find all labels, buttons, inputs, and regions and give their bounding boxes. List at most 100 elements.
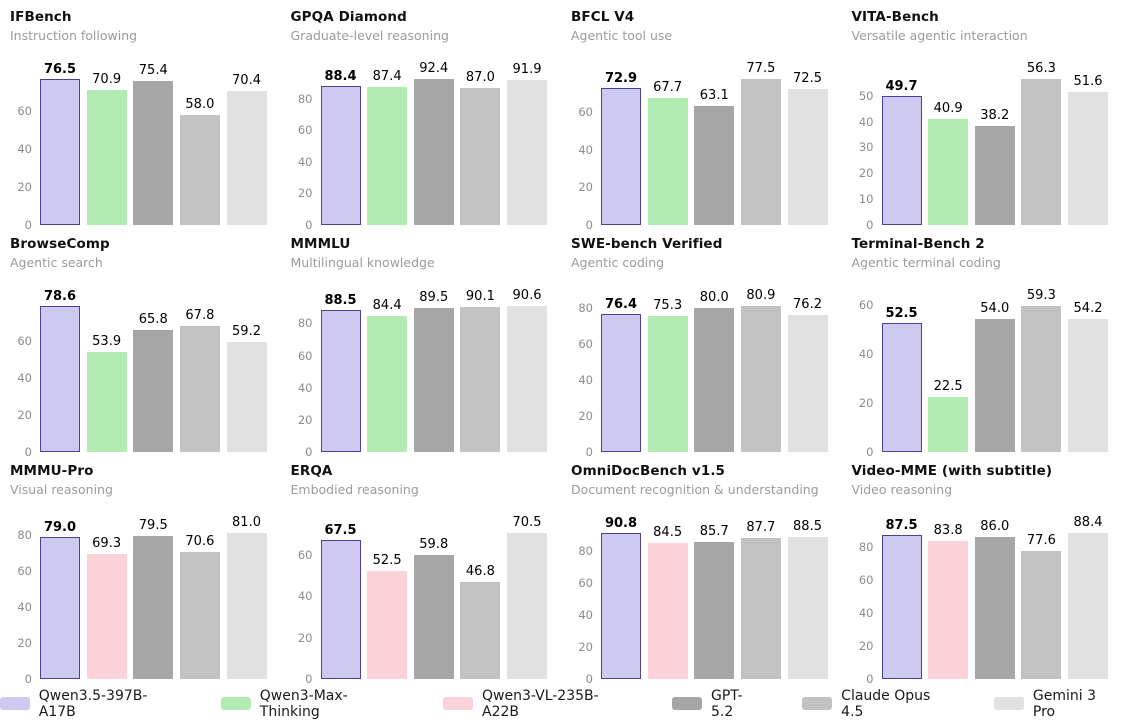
y-axis-tick-label: 20 [297,186,313,201]
chart-subtitle: Embodied reasoning [290,482,419,497]
bar-value-label: 90.1 [465,289,495,305]
chart-subtitle: Agentic coding [571,255,665,270]
y-axis-tick-label: 0 [585,445,593,459]
bar-qwen3-5-397b-a17b: 79.0 [40,520,80,679]
legend-swatch [0,697,30,710]
benchmark-chart-swe-bench-verified: SWE-bench Verified Agentic coding 0 20 40 60 8… [561,227,842,459]
bar-value-label: 53.9 [92,334,122,350]
y-axis-tick-label: 60 [297,348,313,363]
y-axis-tick-label: 40 [578,607,593,622]
y-axis-tick-label: 60 [858,297,874,312]
y-axis-tick-label: 40 [17,141,32,156]
bar-qwen3-5-397b-a17b: 88.4 [320,69,361,225]
bar-value-label: 77.5 [746,61,776,77]
bar-value-label: 38.2 [980,108,1010,124]
bar-value-label: 87.5 [885,517,918,533]
bar-value-label: 54.2 [1073,300,1103,316]
bar-value-label: 59.8 [419,537,449,553]
bar-value-label: 90.8 [604,516,638,532]
bar-gpt-5-2: 79.5 [133,518,174,679]
bar-gpt-5-2: 86.0 [974,519,1015,679]
bar-value-label: 76.2 [793,296,822,312]
benchmark-chart-terminal-bench-2: Terminal-Bench 2 Agentic terminal coding 0… [842,227,1122,459]
bar-claude-opus-4-5: 90.1 [460,289,501,452]
y-axis-tick-label: 40 [17,370,32,385]
bar-value-label: 78.6 [43,289,77,305]
y-axis-tick-label: 60 [297,548,313,563]
chart-plot-area: 0 20 40 60 80 88.5 84.4 89.5 90.1 90.6 [298,280,547,459]
bar-qwen3-5-397b-a17b: 76.5 [40,62,80,225]
bar-value-label: 51.6 [1073,73,1103,89]
bar-qwen3-5-397b-a17b: 52.5 [881,306,922,452]
chart-title: MMMLU [290,236,351,252]
legend-item-qwen3-5-397b-a17b: Qwen3.5-397B-A17B [0,688,183,720]
bar-value-label: 79.5 [138,518,168,534]
legend-label: Gemini 3 Pro [1032,687,1097,720]
bar-value-label: 70.4 [232,72,261,88]
benchmark-chart-ifbench: IFBench Instruction following 0 20 40 60 76.5 7… [0,0,281,232]
legend-label: Claude Opus 4.5 [841,687,931,720]
bar-value-label: 59.3 [1026,288,1056,304]
bar-value-label: 52.5 [885,306,918,322]
y-axis-tick-label: 50 [858,88,874,103]
benchmark-chart-gpqa-diamond: GPQA Diamond Graduate-level reasoning 0 20 4… [281,0,562,232]
chart-plot-area: 0 20 40 60 80 87.5 83.8 86.0 77.6 88.4 [859,507,1108,686]
chart-title: VITA-Bench [851,9,939,25]
y-axis-tick-label: 10 [858,192,874,207]
y-axis-tick-label: 60 [578,105,593,120]
bar-value-label: 76.5 [43,62,77,78]
benchmark-chart-bfcl-v4: BFCL V4 Agentic tool use 0 20 40 60 72.9 67.7 63… [561,0,842,232]
y-axis-tick-label: 40 [297,380,313,395]
chart-title: Terminal-Bench 2 [851,236,985,252]
bar-value-label: 89.5 [419,290,449,306]
bar-claude-opus-4-5: 59.3 [1021,288,1062,452]
bar-value-label: 67.5 [324,522,357,538]
bar-qwen3-max-thinking: 22.5 [928,379,969,452]
y-axis-tick-label: 0 [585,672,593,686]
y-axis-tick-label: 60 [17,564,32,579]
bar-value-label: 88.5 [324,292,357,308]
legend-label: Qwen3-Max-Thinking [259,687,348,720]
bar-gemini-3-pro: 70.4 [226,73,267,225]
bar-value-label: 88.5 [793,519,822,535]
bar-value-label: 90.6 [512,288,542,304]
benchmark-chart-mmmlu: MMMLU Multilingual knowledge 0 20 40 60 80 88.5… [281,227,562,459]
bar-gemini-3-pro: 91.9 [507,62,547,225]
y-axis-tick-label: 0 [305,672,313,686]
chart-subtitle: Multilingual knowledge [290,255,435,270]
bar-gpt-5-2: 92.4 [413,61,454,225]
bar-qwen3-max-thinking: 87.4 [367,69,408,225]
chart-subtitle: Document recognition & understanding [571,482,819,497]
bar-gemini-3-pro: 51.6 [1068,74,1108,225]
bar-gpt-5-2: 38.2 [974,108,1015,225]
bar-value-label: 46.8 [465,564,495,580]
y-axis-tick-label: 20 [578,639,593,654]
legend-swatch [672,697,702,710]
bar-claude-opus-4-5: 70.6 [179,534,220,679]
bar-value-label: 75.4 [138,63,168,79]
y-axis-tick-label: 40 [297,154,313,169]
chart-title: OmniDocBench v1.5 [571,463,726,479]
y-axis-tick-label: 20 [17,636,32,651]
chart-plot-area: 0 20 40 60 78.6 53.9 65.8 67.8 59.2 [17,280,267,459]
chart-title: SWE-bench Verified [571,236,723,252]
chart-subtitle: Visual reasoning [10,482,113,497]
chart-title: Video-MME (with subtitle) [851,463,1053,479]
y-axis-tick-label: 20 [858,166,874,181]
legend-item-gemini-3-pro: Gemini 3 Pro [994,688,1122,720]
y-axis-tick-label: 0 [24,445,32,459]
y-axis-tick-label: 20 [578,409,593,423]
bar-gpt-5-2: 89.5 [413,290,454,452]
bar-gemini-3-pro: 70.5 [507,515,547,679]
bar-claude-opus-4-5: 67.8 [179,308,220,452]
bar-gemini-3-pro: 88.4 [1068,515,1108,679]
bar-claude-opus-4-5: 77.6 [1021,533,1062,679]
chart-plot-area: 0 10 20 30 40 50 49.7 40.9 38.2 56.3 51.6 [859,53,1108,232]
bar-value-label: 56.3 [1026,61,1056,77]
y-axis-tick-label: 40 [858,346,874,361]
bar-gemini-3-pro: 59.2 [226,324,267,452]
bar-value-label: 76.4 [604,297,638,313]
y-axis-tick-label: 80 [297,316,313,331]
benchmark-chart-vita-bench: VITA-Bench Versatile agentic interaction 0… [842,0,1122,232]
bar-value-label: 40.9 [933,101,963,117]
